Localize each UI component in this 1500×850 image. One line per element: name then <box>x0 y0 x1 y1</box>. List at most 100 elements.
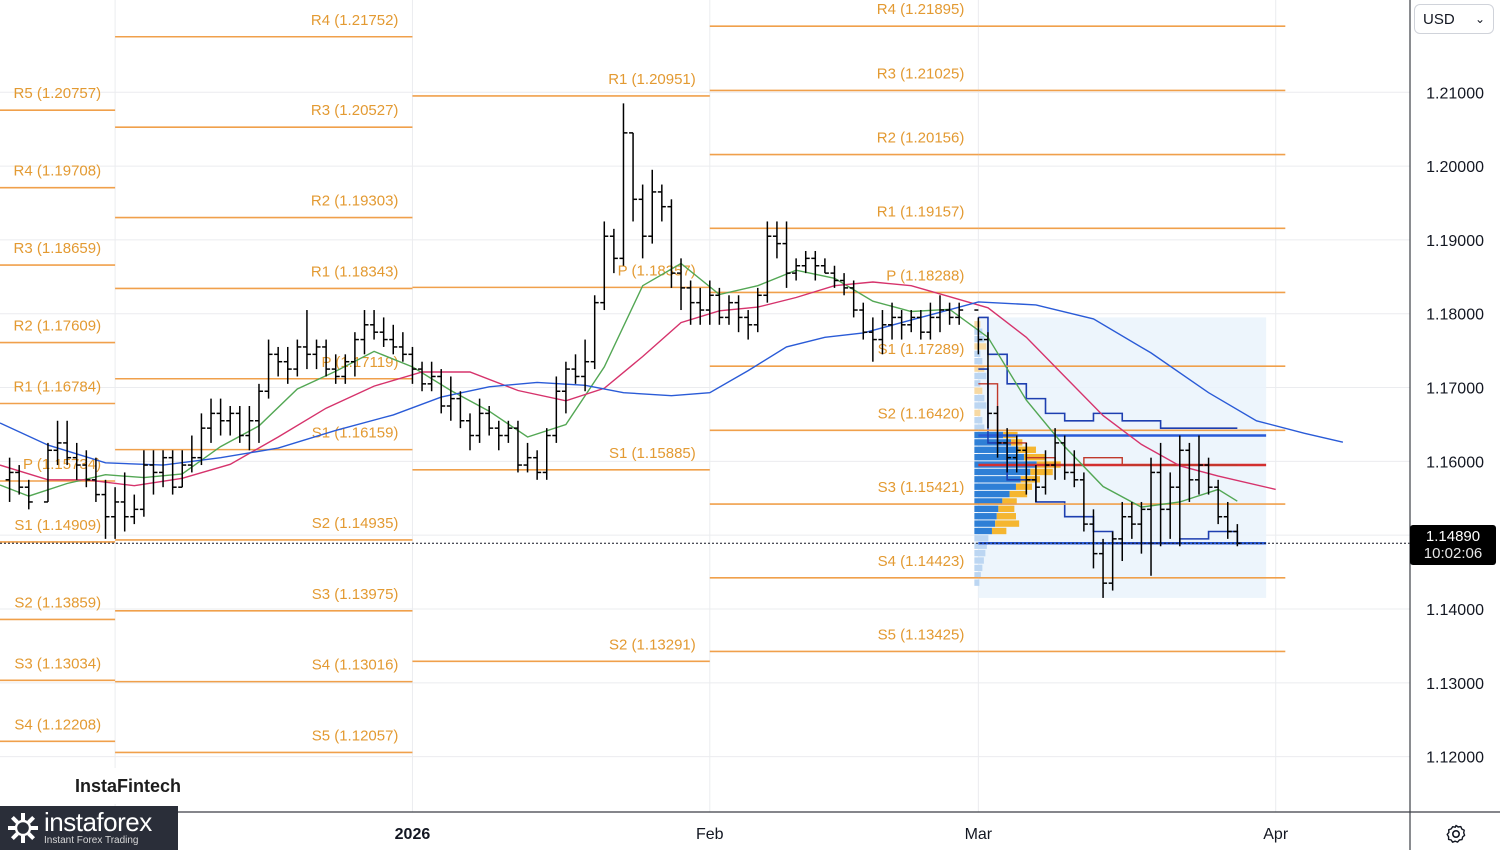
volume-bar-orange <box>991 527 1007 535</box>
ohlc-bar <box>926 302 935 340</box>
ohlc-bar <box>763 221 772 303</box>
pivot-levels: R5 (1.20757) R4 (1.19708) R3 (1.18659) R2 (… <box>0 1 1286 754</box>
pivot-label: S1 (1.14909) <box>14 517 101 534</box>
pivot-label: S3 (1.15421) <box>878 479 965 496</box>
pivot-label: S1 (1.17289) <box>878 341 965 358</box>
pivot-label: R3 (1.21025) <box>877 65 965 82</box>
volume-bar-blue <box>974 446 1019 453</box>
volume-bar-orange <box>1002 498 1017 505</box>
ohlc-bar <box>571 354 580 384</box>
ohlc-bar <box>840 273 849 296</box>
ohlc-bar <box>907 310 916 333</box>
ohlc-bar <box>619 103 628 266</box>
ohlc-bar <box>1012 435 1021 473</box>
volume-bar-faint <box>974 409 981 417</box>
pivot-label: P (1.18288) <box>886 267 964 284</box>
ohlc-bar <box>552 376 561 443</box>
ohlc-bar <box>331 354 340 384</box>
volume-bar-faint <box>974 542 987 549</box>
currency-selector[interactable]: USD ⌄ <box>1414 4 1494 34</box>
ohlc-bar <box>485 406 494 436</box>
ohlc-bar <box>53 420 62 466</box>
ohlc-bar <box>715 287 724 325</box>
ohlc-bar <box>792 258 801 281</box>
pivot-label: R2 (1.17609) <box>14 318 102 335</box>
ohlc-bar <box>1089 509 1098 569</box>
ohlc-bar <box>91 457 100 502</box>
volume-bar-blue <box>974 513 997 520</box>
volume-bar-faint <box>974 350 981 358</box>
ohlc-bar <box>983 332 992 429</box>
volume-bar-faint <box>974 380 981 387</box>
pivot-label: S4 (1.14423) <box>878 553 965 570</box>
pivot-label: S5 (1.12057) <box>312 727 399 744</box>
volume-bar-faint <box>974 535 989 542</box>
instaforex-logo[interactable]: instaforex Instant Forex Trading <box>0 806 178 850</box>
ohlc-bar <box>120 472 129 532</box>
volume-bar-faint <box>974 417 983 424</box>
ohlc-bar <box>724 295 733 325</box>
ohlc-bar <box>139 450 148 517</box>
volume-bar-blue <box>974 498 1003 505</box>
ohlc-bar <box>1223 501 1232 539</box>
ohlc-bar <box>677 258 686 311</box>
ohlc-bar <box>868 317 877 362</box>
settings-gear-icon[interactable] <box>1444 822 1468 846</box>
ohlc-bar <box>389 324 398 355</box>
volume-bar-orange <box>1009 490 1028 498</box>
y-tick-label: 1.13000 <box>1426 676 1484 693</box>
pivot-label: R5 (1.20757) <box>14 85 102 102</box>
ohlc-bar <box>974 309 983 355</box>
ohlc-bar <box>360 310 369 355</box>
ohlc-bar <box>849 280 858 318</box>
y-tick-label: 1.12000 <box>1426 750 1484 767</box>
y-tick-label: 1.20000 <box>1426 159 1484 176</box>
ohlc-bar <box>456 391 465 429</box>
ohlc-bar <box>312 339 321 370</box>
ohlc-bar <box>629 132 638 222</box>
ohlc-bar <box>600 221 609 311</box>
countdown-label: 10:02:06 <box>1423 545 1483 562</box>
ohlc-bar <box>705 280 714 325</box>
ohlc-bar <box>216 398 225 436</box>
pivot-label: P (1.15734) <box>23 456 101 473</box>
ohlc-bar <box>159 450 168 488</box>
volume-bar-blue <box>974 527 992 535</box>
ohlc-bar <box>648 169 657 244</box>
ohlc-bar <box>207 398 216 443</box>
volume-bar-blue <box>974 520 996 527</box>
ohlc-bar <box>197 413 206 466</box>
volume-bar-blue <box>974 468 1031 476</box>
ohlc-bar <box>5 457 14 502</box>
ohlc-bar <box>859 302 868 340</box>
y-tick-label: 1.21000 <box>1426 85 1484 102</box>
ohlc-bar <box>43 442 52 503</box>
ohlc-bar <box>1118 501 1127 562</box>
ohlc-bar <box>1060 435 1069 480</box>
volume-bar-orange <box>1018 446 1036 453</box>
volume-bar-faint <box>974 572 981 579</box>
ohlc-bar <box>1147 457 1156 576</box>
pivot-label: R4 (1.19708) <box>14 163 102 180</box>
volume-bar-orange <box>1030 468 1053 476</box>
ohlc-bar <box>254 383 263 443</box>
volume-bar-blue <box>974 483 1016 490</box>
ohlc-bar <box>1194 435 1203 495</box>
volume-bar-faint <box>974 321 981 328</box>
ohlc-bar <box>1031 465 1040 502</box>
ohlc-bars <box>5 103 1242 598</box>
ohlc-bar <box>283 346 292 384</box>
ohlc-bar <box>63 420 72 466</box>
ohlc-bar <box>581 339 590 392</box>
developing-value-area-high <box>978 316 1238 429</box>
ohlc-bar <box>322 339 331 377</box>
ohlc-bar <box>1214 479 1223 525</box>
volume-bar-faint <box>974 579 980 586</box>
current-price-label: 1.14890 <box>1425 528 1481 545</box>
ohlc-bar <box>945 302 954 325</box>
ohlc-bar <box>370 310 379 340</box>
pivot-label: R4 (1.21895) <box>877 1 965 18</box>
pivot-label: R1 (1.19157) <box>877 203 965 220</box>
volume-bar-faint <box>974 372 987 380</box>
